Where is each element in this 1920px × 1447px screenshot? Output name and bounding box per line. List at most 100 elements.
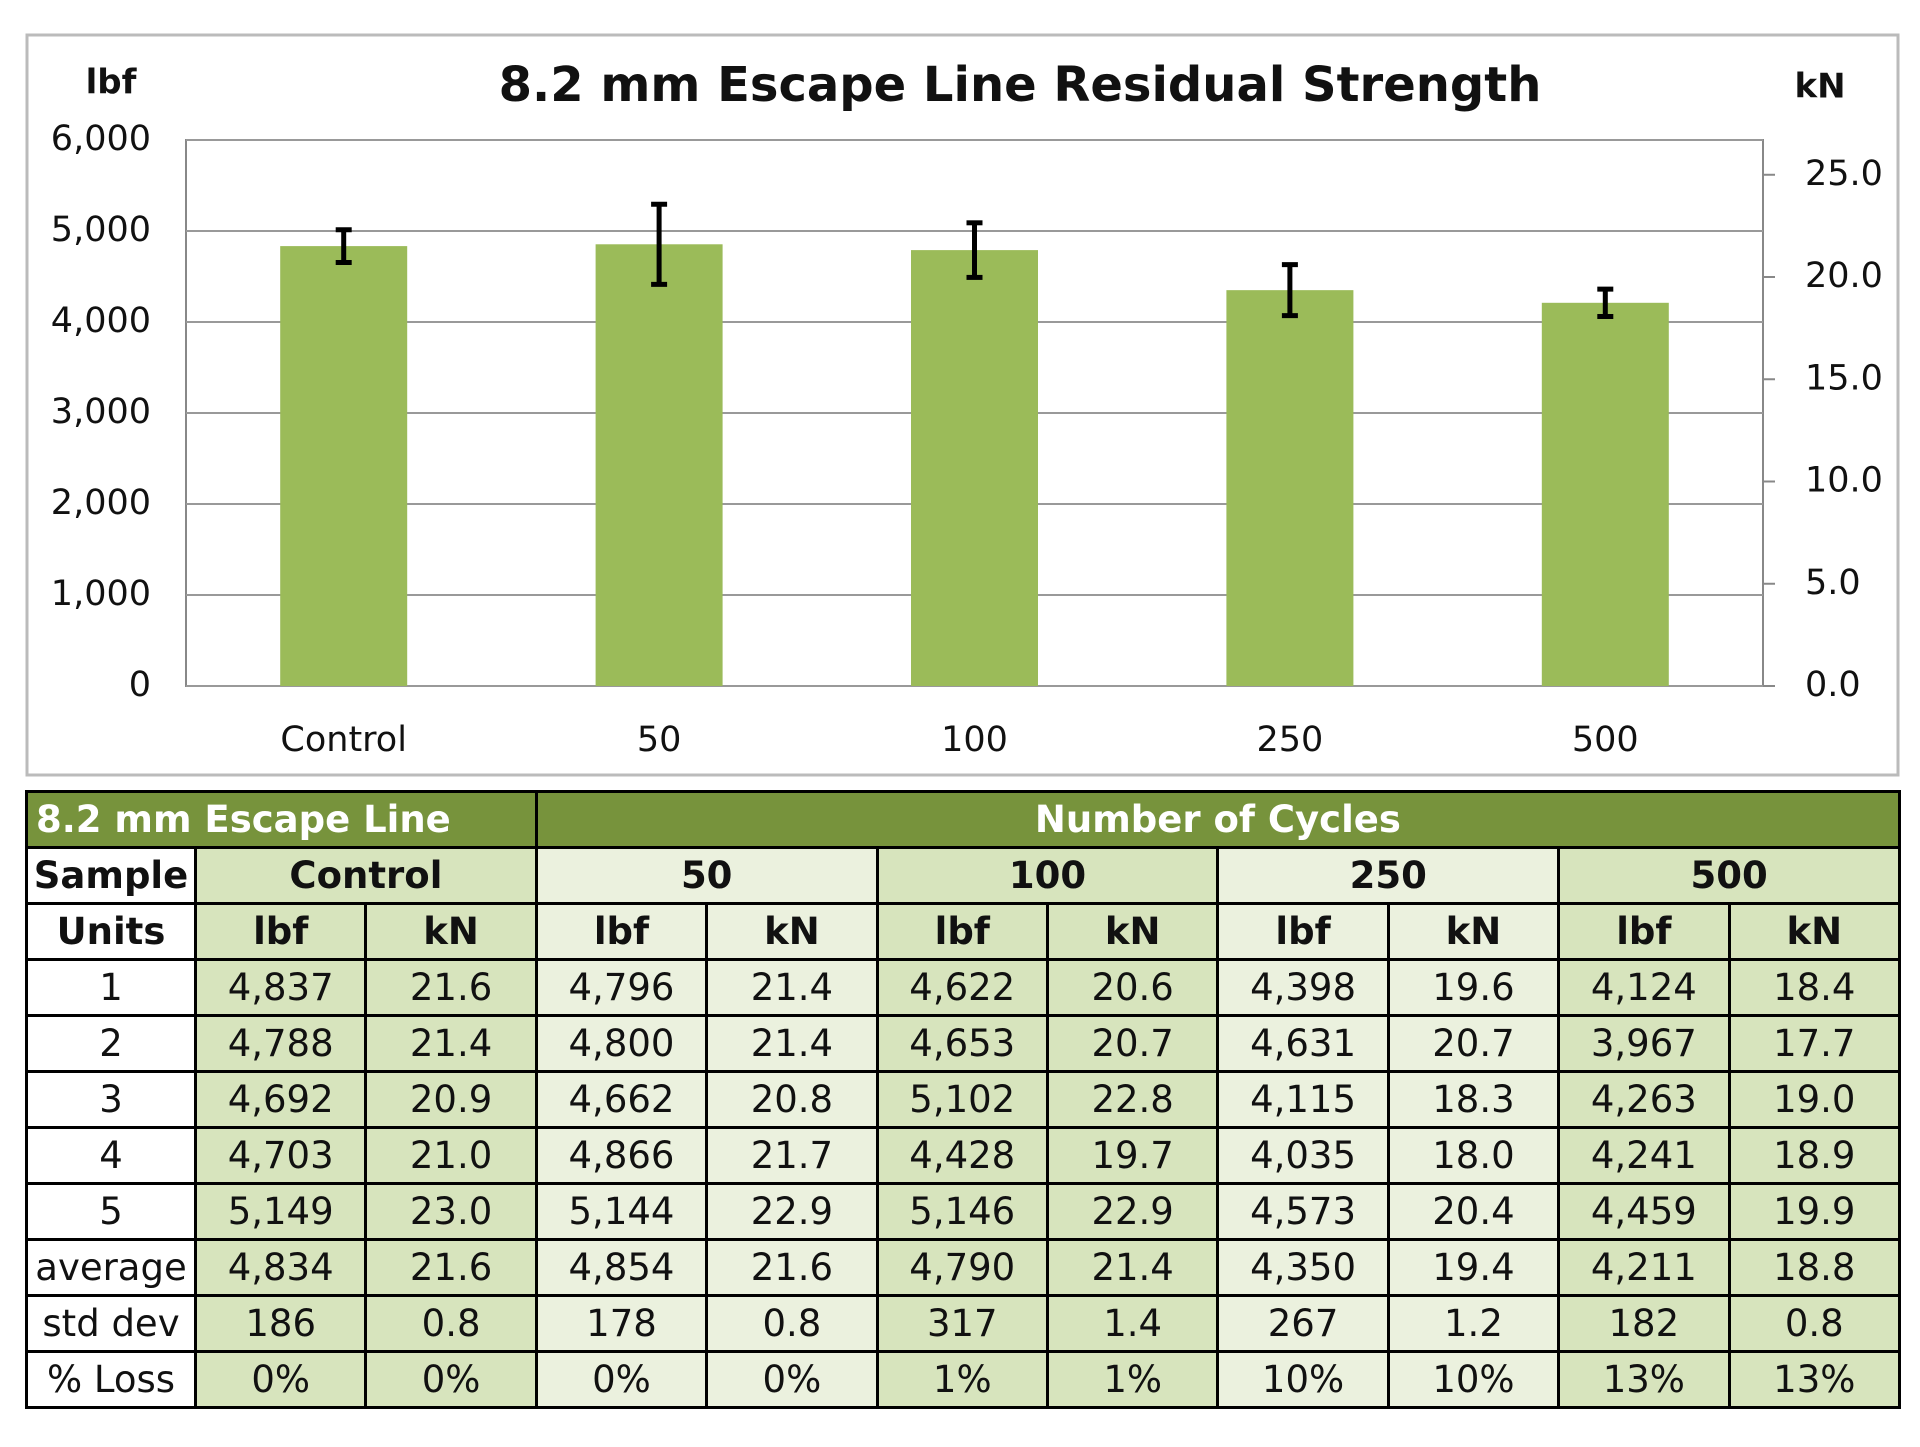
table-cell: 267 [1216, 1294, 1390, 1353]
table-cell: 20.7 [1045, 1014, 1220, 1073]
table-cell: 4,692 [193, 1070, 368, 1129]
table-cell: 4,866 [534, 1126, 709, 1185]
y2-tick-label: 5.0 [1805, 563, 1861, 603]
group-header: Number of Cycles [534, 790, 1902, 849]
table-row: std dev 186 0.8 178 0.8 317 1.4 267 1.2 182 0.8 [25, 1294, 1902, 1353]
y-tick-label: 3,000 [51, 392, 151, 432]
y-tick-label: 6,000 [51, 119, 151, 159]
unit-header: lbf [1557, 902, 1731, 961]
unit-header: lbf [193, 902, 368, 961]
column-group-header: 50 [534, 846, 879, 905]
table-row: % Loss 0% 0% 0% 0% 1% 1% 10% 10% 13% 13% [25, 1350, 1902, 1409]
table-cell: 21.6 [364, 958, 538, 1017]
table-cell: 4,573 [1216, 1182, 1390, 1241]
y-tick-label: 0 [129, 665, 151, 705]
table-row: Units lbf kN lbf kN lbf kN lbf kN lbf kN [25, 902, 1902, 961]
table-row: 3 4,692 20.9 4,662 20.8 5,102 22.8 4,115 18.3 4,2… [25, 1070, 1902, 1129]
table-cell: 21.6 [705, 1238, 879, 1297]
table-cell: 20.9 [364, 1070, 538, 1129]
table-cell: 0% [364, 1350, 538, 1409]
table-cell: 182 [1557, 1294, 1731, 1353]
table-cell: 4,631 [1216, 1014, 1390, 1073]
table-cell: 19.6 [1386, 958, 1561, 1017]
table-cell: 20.7 [1386, 1014, 1561, 1073]
table-cell: 1% [875, 1350, 1049, 1409]
table-cell: 0% [193, 1350, 368, 1409]
table-cell: 5,102 [875, 1070, 1049, 1129]
table-cell: 4,459 [1557, 1182, 1731, 1241]
table-row: average 4,834 21.6 4,854 21.6 4,790 21.4 4,350 1… [25, 1238, 1902, 1297]
column-group-header: Control [194, 846, 538, 905]
unit-header: kN [1045, 902, 1220, 961]
x-tick-label: Control [280, 720, 407, 760]
table-cell: 4,241 [1557, 1126, 1731, 1185]
y-tick-label: 5,000 [51, 210, 151, 250]
table-cell: 21.7 [705, 1126, 879, 1185]
y2-tick-label: 15.0 [1805, 358, 1883, 398]
unit-header: kN [364, 902, 538, 961]
table-cell: 4,398 [1216, 958, 1390, 1017]
table-cell: 22.9 [705, 1182, 879, 1241]
table-cell: 0.8 [1727, 1294, 1902, 1353]
unit-header: kN [1727, 902, 1902, 961]
y2-tick-label: 0.0 [1805, 665, 1861, 705]
table-row: 2 4,788 21.4 4,800 21.4 4,653 20.7 4,631 20.7 3,9… [25, 1014, 1902, 1073]
table-row: 5 5,149 23.0 5,144 22.9 5,146 22.9 4,573 20.4 4,4… [25, 1182, 1902, 1241]
row-header: 3 [25, 1070, 197, 1129]
table-cell: 5,146 [875, 1182, 1049, 1241]
table-cell: 0.8 [705, 1294, 879, 1353]
x-tick-label: 50 [637, 720, 682, 760]
table-cell: 178 [534, 1294, 709, 1353]
table-cell: 5,144 [534, 1182, 709, 1241]
y2-axis-title: kN [1794, 67, 1845, 107]
bar [911, 250, 1038, 687]
table-cell: 4,788 [193, 1014, 368, 1073]
unit-header: lbf [1216, 902, 1390, 961]
table-cell: 21.4 [705, 1014, 879, 1073]
table-cell: 4,800 [534, 1014, 709, 1073]
table-cell: 4,854 [534, 1238, 709, 1297]
table-cell: 1.4 [1045, 1294, 1220, 1353]
x-tick-label: 500 [1572, 720, 1639, 760]
table-cell: 21.4 [1045, 1238, 1220, 1297]
table-cell: 19.7 [1045, 1126, 1220, 1185]
y-tick-label: 1,000 [51, 574, 151, 614]
y2-tick-label: 25.0 [1805, 154, 1883, 194]
x-tick-label: 250 [1256, 720, 1323, 760]
table-cell: 21.4 [705, 958, 879, 1017]
row-header: 1 [25, 958, 197, 1017]
row-header: Sample [25, 846, 197, 905]
table-cell: 20.6 [1045, 958, 1220, 1017]
table-cell: 18.9 [1727, 1126, 1902, 1185]
table-row: 4 4,703 21.0 4,866 21.7 4,428 19.7 4,035 18.0 4,2… [25, 1126, 1902, 1185]
table-cell: 0% [534, 1350, 709, 1409]
unit-header: kN [1386, 902, 1561, 961]
bar [1541, 302, 1669, 686]
table-row: 1 4,837 21.6 4,796 21.4 4,622 20.6 4,398 19.6 4,1… [25, 958, 1902, 1017]
table-cell: 4,350 [1216, 1238, 1390, 1297]
table-cell: 4,796 [534, 958, 709, 1017]
table-cell: 186 [193, 1294, 368, 1353]
table-cell: 4,662 [534, 1070, 709, 1129]
table-cell: 19.4 [1386, 1238, 1561, 1297]
bar [1226, 290, 1354, 686]
bar [595, 244, 723, 686]
table-cell: 18.8 [1727, 1238, 1902, 1297]
table-cell: 4,211 [1557, 1238, 1731, 1297]
row-header: average [25, 1238, 197, 1297]
column-group-header: 100 [875, 846, 1220, 905]
table-cell: 19.0 [1727, 1070, 1902, 1129]
x-tick-label: 100 [941, 720, 1008, 760]
table-title: 8.2 mm Escape Line [25, 790, 538, 849]
row-header: 5 [25, 1182, 197, 1241]
y-tick-label: 4,000 [51, 301, 151, 341]
table-cell: 4,653 [875, 1014, 1049, 1073]
unit-header: lbf [875, 902, 1049, 961]
row-header: 4 [25, 1126, 197, 1185]
table-cell: 20.8 [705, 1070, 879, 1129]
table-cell: 18.0 [1386, 1126, 1561, 1185]
table-cell: 4,263 [1557, 1070, 1731, 1129]
table-cell: 4,124 [1557, 958, 1731, 1017]
table-cell: 3,967 [1557, 1014, 1731, 1073]
